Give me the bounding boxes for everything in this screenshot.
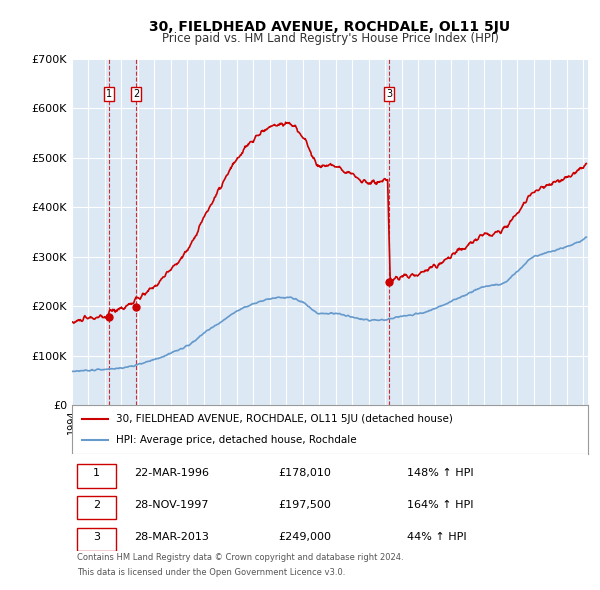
FancyBboxPatch shape — [77, 528, 116, 552]
Text: £197,500: £197,500 — [278, 500, 331, 510]
Text: £249,000: £249,000 — [278, 532, 331, 542]
Text: 30, FIELDHEAD AVENUE, ROCHDALE, OL11 5JU (detached house): 30, FIELDHEAD AVENUE, ROCHDALE, OL11 5JU… — [116, 414, 453, 424]
Text: 1: 1 — [106, 88, 112, 99]
Text: 148% ↑ HPI: 148% ↑ HPI — [407, 468, 474, 478]
FancyBboxPatch shape — [77, 464, 116, 487]
Text: 44% ↑ HPI: 44% ↑ HPI — [407, 532, 467, 542]
Text: This data is licensed under the Open Government Licence v3.0.: This data is licensed under the Open Gov… — [77, 568, 346, 577]
Text: 2: 2 — [133, 88, 139, 99]
Text: £178,010: £178,010 — [278, 468, 331, 478]
Text: 1: 1 — [93, 468, 100, 478]
Text: 28-NOV-1997: 28-NOV-1997 — [134, 500, 208, 510]
Text: 22-MAR-1996: 22-MAR-1996 — [134, 468, 209, 478]
FancyBboxPatch shape — [77, 496, 116, 520]
Text: Contains HM Land Registry data © Crown copyright and database right 2024.: Contains HM Land Registry data © Crown c… — [77, 553, 404, 562]
Text: 30, FIELDHEAD AVENUE, ROCHDALE, OL11 5JU: 30, FIELDHEAD AVENUE, ROCHDALE, OL11 5JU — [149, 19, 511, 34]
Text: Price paid vs. HM Land Registry's House Price Index (HPI): Price paid vs. HM Land Registry's House … — [161, 32, 499, 45]
Text: 3: 3 — [386, 88, 392, 99]
Text: 28-MAR-2013: 28-MAR-2013 — [134, 532, 209, 542]
Text: HPI: Average price, detached house, Rochdale: HPI: Average price, detached house, Roch… — [116, 435, 356, 445]
Text: 3: 3 — [93, 532, 100, 542]
Text: 164% ↑ HPI: 164% ↑ HPI — [407, 500, 474, 510]
Text: 2: 2 — [92, 500, 100, 510]
